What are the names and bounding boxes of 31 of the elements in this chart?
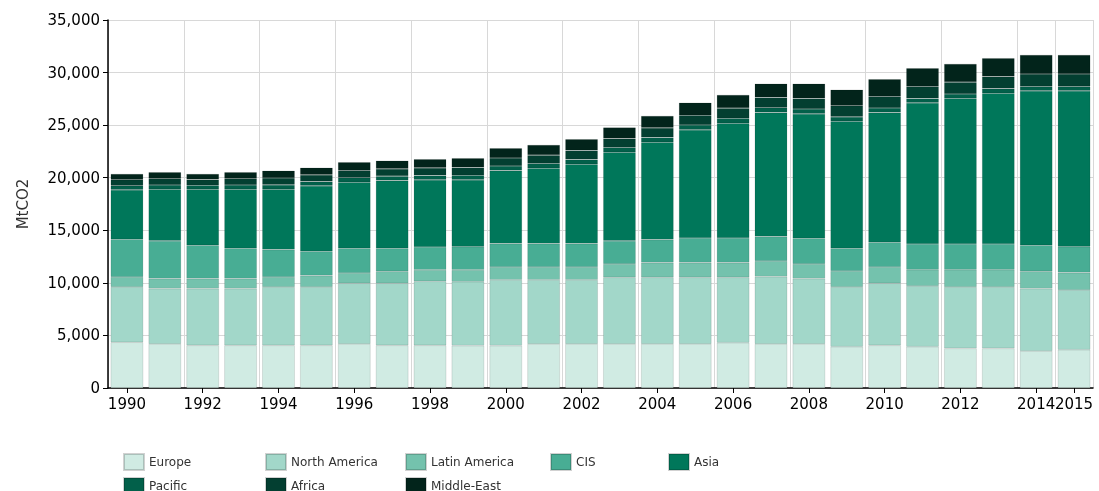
x-tick-label: 2014 <box>1017 394 1056 413</box>
legend-label: Latin America <box>431 455 514 469</box>
y-tick-label: 10,000 <box>47 273 100 292</box>
x-tick-label: 2000 <box>486 394 525 413</box>
x-tick-label: 2012 <box>941 394 980 413</box>
x-tick-label: 2010 <box>865 394 904 413</box>
x-tick-label: 2015 <box>1054 394 1094 413</box>
legend-label: CIS <box>576 455 596 469</box>
y-tick-label: 15,000 <box>47 221 100 240</box>
x-tick-label: 1994 <box>259 394 298 413</box>
x-tick-label: 2004 <box>638 394 677 413</box>
legend-label: Asia <box>694 455 720 469</box>
x-tick-label: 1996 <box>335 394 374 413</box>
y-axis-title: MtCO2 <box>13 178 32 230</box>
y-tick-label: 35,000 <box>47 11 100 29</box>
legend-label: Middle-East <box>431 479 502 491</box>
legend-label: Pacific <box>149 479 188 491</box>
y-tick-label: 0 <box>90 379 100 397</box>
y-tick-label: 25,000 <box>47 116 100 135</box>
x-tick-label: 1992 <box>183 394 222 413</box>
legend-label: North America <box>291 455 378 469</box>
x-tick-label: 2002 <box>562 394 601 413</box>
x-tick-label: 1998 <box>410 394 450 413</box>
x-tick-label: 2006 <box>714 394 753 413</box>
y-tick-label: 30,000 <box>47 63 100 82</box>
legend-label: Europe <box>149 455 192 469</box>
y-tick-label: 5,000 <box>57 326 100 345</box>
x-tick-label: 1990 <box>107 394 147 413</box>
x-tick-label: 2008 <box>789 394 828 413</box>
y-tick-label: 20,000 <box>47 168 100 187</box>
legend-label: Africa <box>291 479 326 491</box>
